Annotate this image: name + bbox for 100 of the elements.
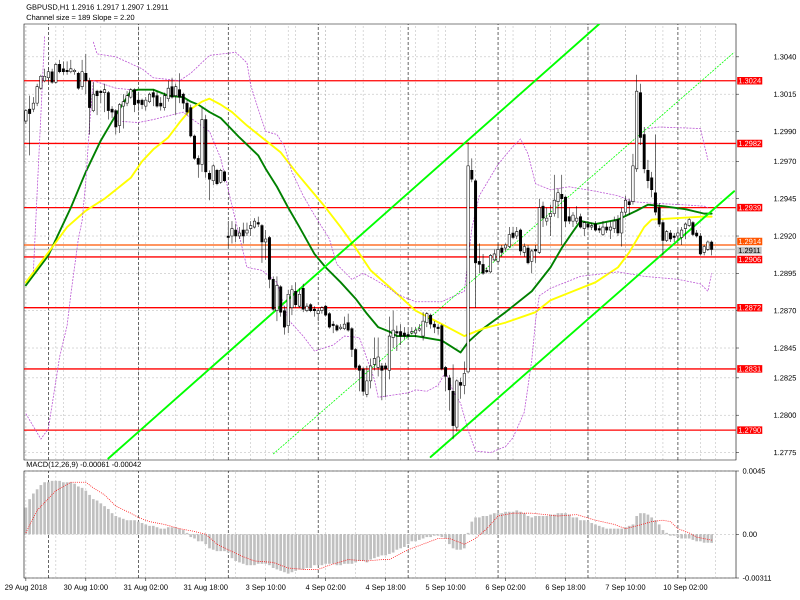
bar <box>76 486 80 534</box>
bar <box>564 513 567 534</box>
candlestick <box>103 83 106 112</box>
bar <box>500 513 504 534</box>
bar <box>642 513 646 534</box>
bar <box>568 514 571 534</box>
bar <box>594 524 597 534</box>
bar <box>358 534 361 561</box>
candlestick <box>238 226 241 240</box>
bar <box>294 534 298 571</box>
bar <box>452 534 454 548</box>
bar <box>106 508 110 534</box>
bar <box>620 528 624 534</box>
candlestick <box>69 60 72 74</box>
bar <box>103 506 106 534</box>
bar <box>328 534 331 564</box>
candlestick <box>530 249 534 274</box>
bar <box>320 534 324 566</box>
candlestick <box>526 244 530 265</box>
candlestick <box>572 212 574 228</box>
bar <box>92 499 95 534</box>
bar <box>73 484 76 534</box>
bar <box>43 482 46 534</box>
bar <box>140 523 144 534</box>
bar <box>196 534 200 542</box>
candlestick <box>133 88 136 112</box>
bar <box>32 493 35 534</box>
candlestick <box>474 179 478 308</box>
bar <box>238 534 241 562</box>
candlestick <box>395 325 398 352</box>
bar <box>362 534 364 561</box>
bar <box>118 517 121 534</box>
bar <box>272 534 275 568</box>
line-series <box>92 42 708 302</box>
bar <box>590 523 594 534</box>
bar <box>163 528 166 534</box>
bar <box>316 534 320 566</box>
bar <box>470 522 474 534</box>
bar <box>658 524 661 534</box>
bar <box>84 490 88 534</box>
bar <box>399 534 402 548</box>
bar <box>69 482 72 534</box>
bar <box>343 534 346 564</box>
bar <box>459 534 462 550</box>
bar <box>136 522 140 534</box>
bar <box>410 534 414 542</box>
bar <box>50 480 54 534</box>
bar <box>99 503 102 534</box>
bar <box>542 516 544 534</box>
candlestick <box>219 168 222 184</box>
bar <box>208 534 211 548</box>
bar <box>144 524 148 534</box>
bar <box>380 534 384 556</box>
bar <box>482 516 484 534</box>
bar <box>122 518 125 534</box>
bar <box>62 482 65 534</box>
candlestick <box>223 170 226 183</box>
bar <box>522 513 526 534</box>
bar <box>332 534 335 564</box>
bar <box>582 520 586 534</box>
bar <box>313 534 316 566</box>
bar <box>54 480 58 534</box>
candlestick <box>646 160 650 189</box>
bar <box>492 513 496 534</box>
bar <box>388 534 391 554</box>
bar <box>560 513 564 534</box>
bar <box>234 534 238 561</box>
bar <box>268 534 271 566</box>
bar <box>526 516 530 534</box>
bar <box>545 516 548 534</box>
bar <box>474 517 477 534</box>
bar <box>309 534 312 568</box>
bar <box>346 534 350 564</box>
candlestick <box>178 72 181 104</box>
candlestick <box>28 95 32 156</box>
bar <box>193 534 196 538</box>
bar <box>216 534 218 552</box>
bar <box>286 534 290 574</box>
bar <box>706 534 710 543</box>
bar <box>260 534 264 564</box>
bar <box>489 514 492 534</box>
bar <box>96 500 98 534</box>
bar <box>485 516 488 534</box>
bar <box>396 534 398 550</box>
bar <box>256 534 260 564</box>
candlestick <box>362 367 365 396</box>
candlestick <box>126 90 129 106</box>
bar <box>418 534 421 540</box>
bar <box>306 534 308 568</box>
bar <box>376 534 380 557</box>
bar <box>148 526 151 534</box>
line-series <box>32 36 46 272</box>
candlestick <box>602 220 604 236</box>
bar <box>654 520 657 534</box>
candlestick <box>298 288 301 308</box>
candlestick <box>519 228 522 256</box>
bar <box>174 527 178 534</box>
candlestick <box>556 188 560 218</box>
bar <box>80 488 84 534</box>
bar <box>579 520 582 534</box>
